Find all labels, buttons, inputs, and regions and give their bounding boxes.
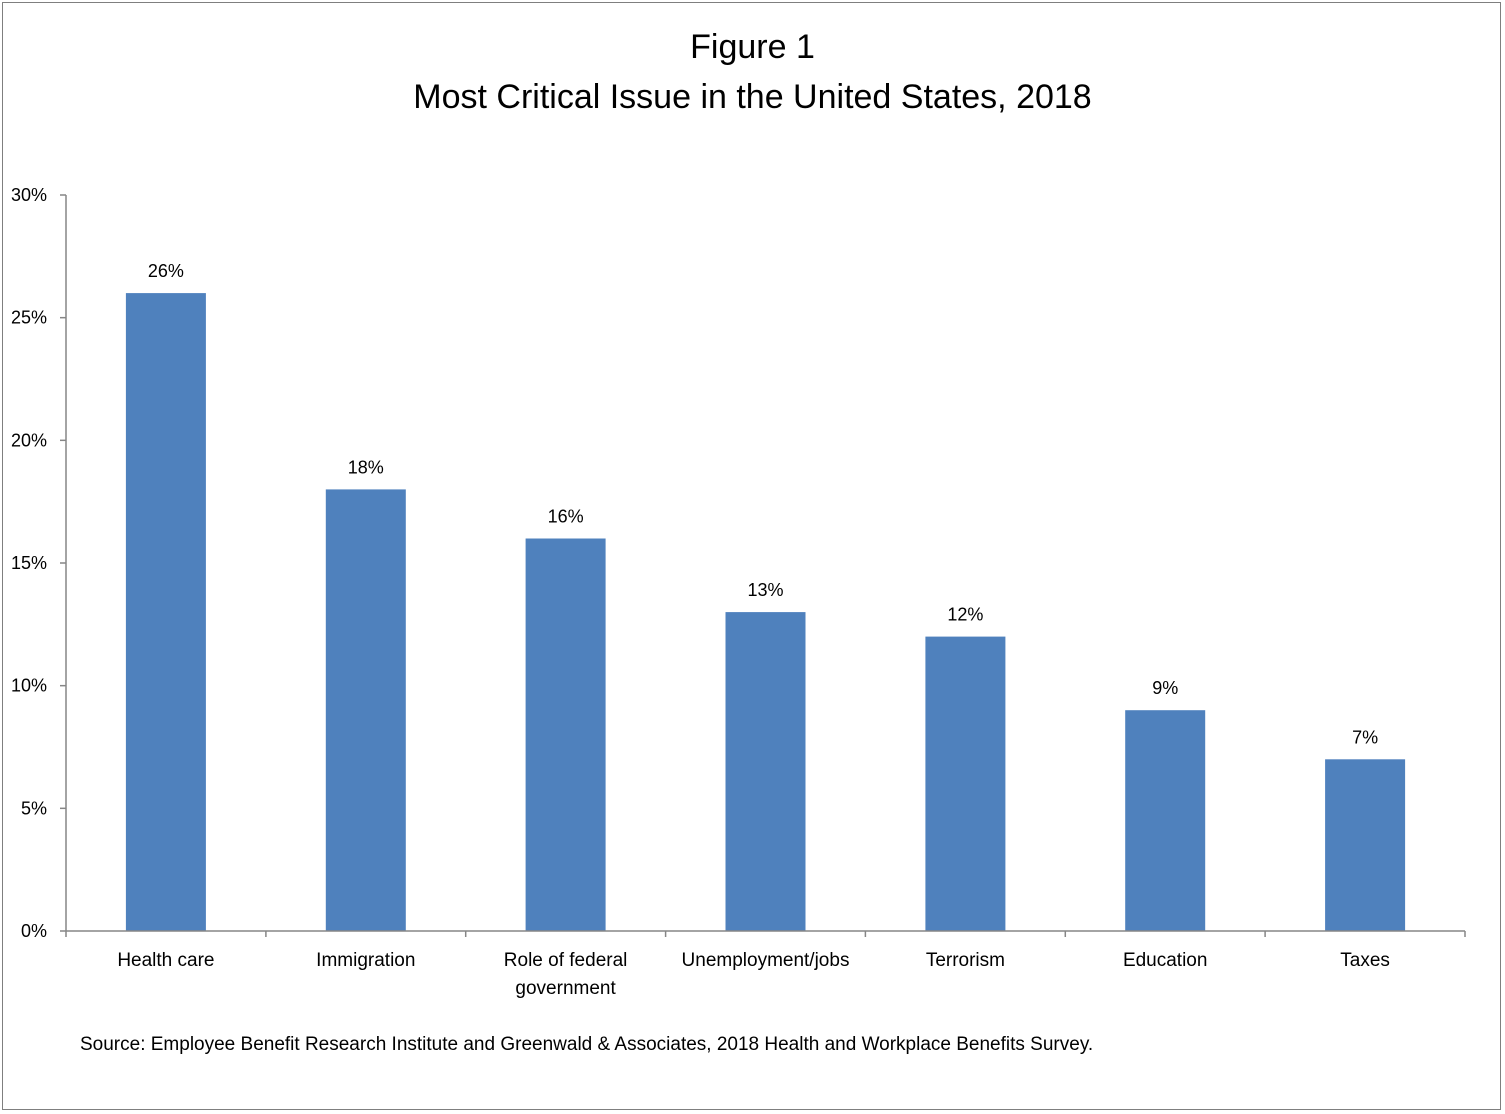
- y-tick-label: 20%: [11, 430, 47, 450]
- x-tick-label: Health care: [117, 950, 214, 971]
- x-tick-label: Immigration: [316, 950, 415, 971]
- chart-subtitle: Most Critical Issue in the United States…: [413, 78, 1092, 116]
- x-tick-label: Taxes: [1340, 950, 1390, 971]
- x-tick-label: Role of federal: [504, 950, 628, 971]
- bar: [1325, 759, 1406, 931]
- y-tick-label: 30%: [11, 185, 47, 205]
- bar: [325, 489, 406, 931]
- bar: [525, 538, 606, 931]
- data-label: 16%: [548, 507, 584, 527]
- bar: [1125, 710, 1206, 931]
- data-label: 26%: [148, 261, 184, 281]
- chart-title-block: Figure 1 Most Critical Issue in the Unit…: [0, 22, 1505, 122]
- data-label: 12%: [947, 605, 983, 625]
- bar: [125, 293, 206, 932]
- x-tick-label: Terrorism: [926, 950, 1005, 971]
- bar: [725, 612, 806, 931]
- x-tick-label: Unemployment/jobs: [682, 950, 850, 971]
- y-tick-label: 25%: [11, 308, 47, 328]
- data-label: 7%: [1352, 727, 1378, 747]
- y-tick-label: 5%: [21, 798, 47, 818]
- source-note: Source: Employee Benefit Research Instit…: [80, 1034, 1094, 1055]
- y-tick-label: 15%: [11, 553, 47, 573]
- chart-title: Figure 1: [690, 28, 815, 66]
- data-label: 9%: [1152, 678, 1178, 698]
- data-label: 18%: [348, 457, 384, 477]
- bar: [925, 636, 1006, 931]
- y-tick-label: 0%: [21, 921, 47, 941]
- x-tick-label: Education: [1123, 950, 1208, 971]
- data-label: 13%: [747, 580, 783, 600]
- y-tick-label: 10%: [11, 676, 47, 696]
- x-tick-label: government: [515, 978, 616, 999]
